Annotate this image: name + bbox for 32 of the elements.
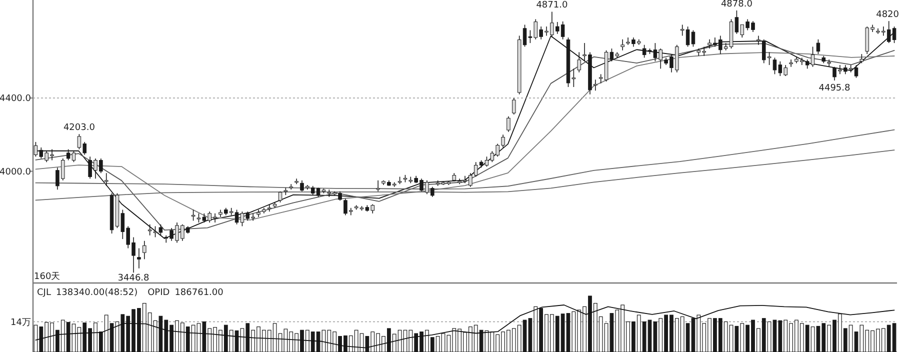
- candlestick: [191, 209, 196, 222]
- text: OPID: [148, 288, 170, 298]
- y-tick-label: 4400.0: [0, 94, 32, 104]
- candlestick: [142, 240, 146, 260]
- candlestick: [816, 38, 820, 54]
- candlestick: [104, 172, 108, 186]
- candlestick: [827, 59, 831, 68]
- candlestick: [148, 224, 152, 236]
- candlestick: [376, 180, 380, 192]
- candlestick: [278, 191, 282, 203]
- y-tick-label: 4000.0: [0, 167, 32, 178]
- annotation: 138340.00(48:52): [56, 288, 138, 298]
- candlestick: [691, 30, 696, 48]
- annotation: 4871.0: [536, 0, 568, 11]
- candlestick: [137, 248, 141, 269]
- annotation: 186761.00: [174, 288, 224, 298]
- candlestick: [620, 38, 624, 51]
- annotation: 4203.0: [63, 123, 96, 134]
- candlestick: [506, 116, 510, 132]
- candlestick: [512, 98, 516, 115]
- candlestick: [860, 54, 864, 64]
- candlestick: [756, 35, 760, 46]
- annotation: 160天: [34, 271, 60, 282]
- annotation: 4820: [876, 10, 900, 20]
- annotation: 4495.8: [818, 83, 851, 94]
- candlestick: [789, 59, 793, 68]
- text: CJL: [37, 288, 51, 298]
- candlestick: [577, 52, 581, 73]
- annotation: 4878.0: [720, 0, 753, 10]
- candlestick: [267, 204, 272, 212]
- ref-line-label: 14万: [10, 318, 31, 328]
- annotation: 3446.8: [118, 274, 150, 284]
